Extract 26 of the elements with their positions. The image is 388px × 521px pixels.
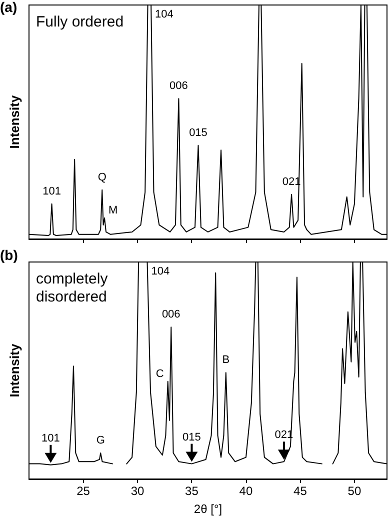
annotation: 006 [162,308,180,321]
annotation: M [108,204,118,216]
annotation: 104 [151,266,170,278]
text: (b) [0,247,18,263]
annotation: Fully ordered [36,14,124,30]
y-axis-title: Intensity [7,94,22,149]
x-axis-title: 2θ [°] [194,502,222,516]
x-tick-label: 30 [130,484,144,498]
annotation: Q [98,171,107,184]
annotation: B [222,354,230,366]
y-axis-title: Intensity [7,343,22,398]
x-tick-label: 50 [348,484,362,498]
x-tick-label: 45 [294,484,308,498]
annotation: 101 [42,432,60,444]
annotation: 006 [170,80,188,92]
x-tick-label: 40 [239,484,253,498]
annotation: G [96,434,105,446]
annotation: completely disordered [36,270,108,306]
annotation: 104 [155,8,174,20]
annotation: 101 [42,185,61,198]
annotation: 015 [182,431,201,444]
text: (a) [0,0,18,15]
x-tick-label: 25 [76,484,90,498]
annotation: 015 [189,126,208,139]
annotation: C [156,368,164,380]
x-tick-label: 35 [185,484,199,498]
